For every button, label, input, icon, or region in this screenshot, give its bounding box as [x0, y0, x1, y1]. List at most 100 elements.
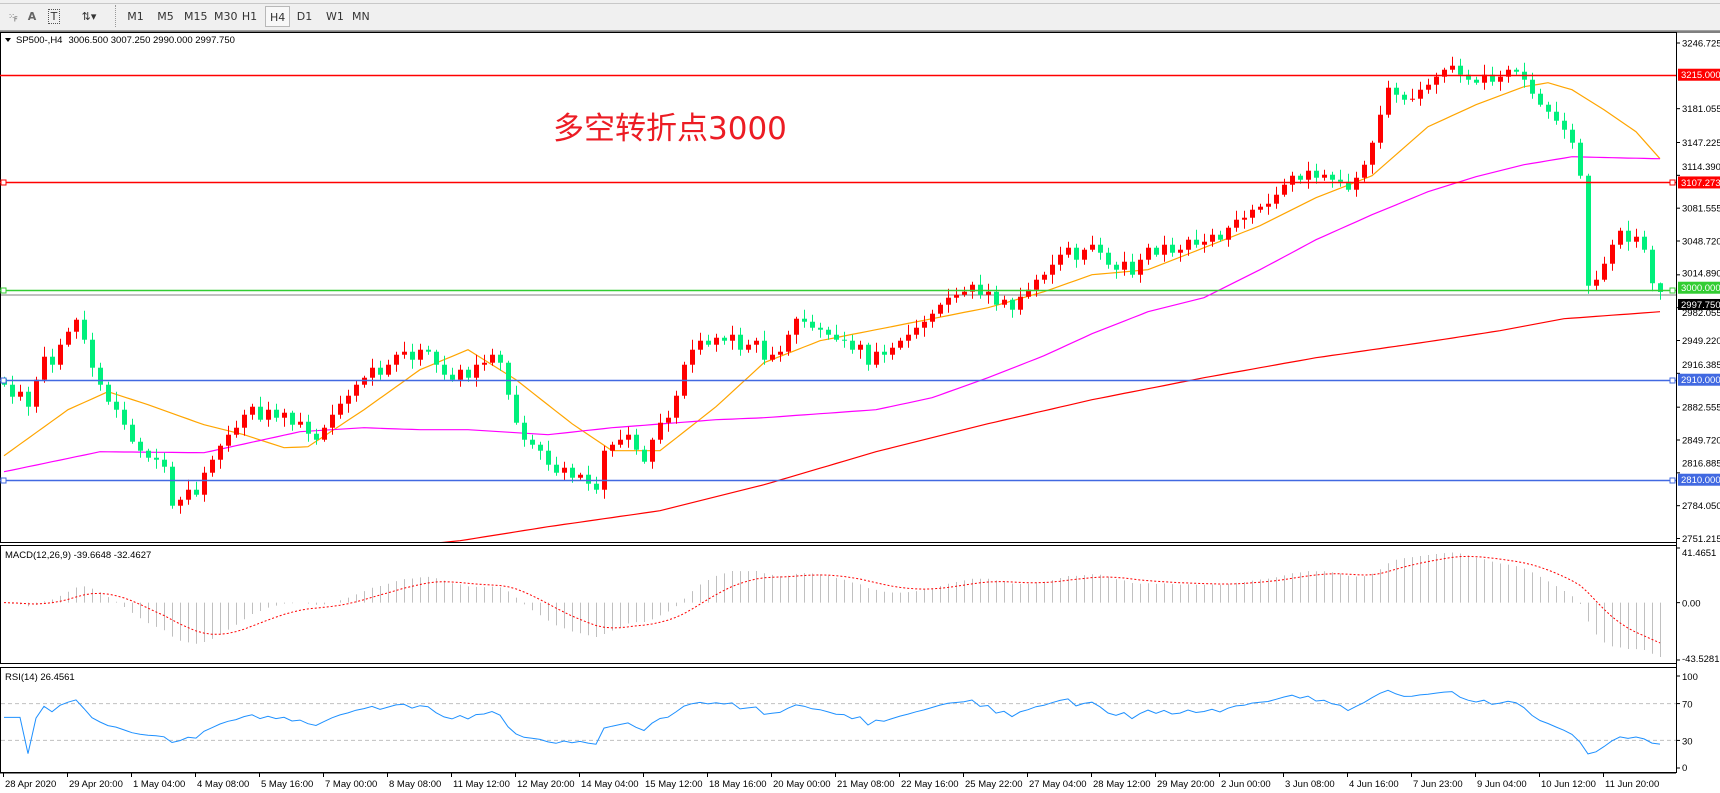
candle-body — [90, 339, 95, 368]
level-right-handle[interactable] — [1669, 377, 1676, 384]
candle — [26, 386, 31, 416]
candle — [1266, 193, 1271, 215]
candle — [594, 476, 599, 494]
candle-body — [658, 422, 663, 440]
candle-body — [730, 334, 735, 341]
time-axis-label: 25 May 22:00 — [965, 779, 1023, 790]
candle — [754, 337, 759, 353]
candle-body — [130, 424, 135, 442]
timeframe-h1[interactable]: H1 — [241, 10, 258, 23]
candle — [74, 317, 79, 339]
arrows-tool-icon[interactable]: ⇅▾ — [81, 10, 97, 23]
candle-body — [434, 351, 439, 365]
candle-body — [1266, 203, 1271, 207]
candle — [530, 434, 535, 449]
grid-tool-icon[interactable]: ⁙F — [8, 12, 18, 24]
candle — [602, 445, 607, 499]
bid-price-label-bg — [1678, 298, 1720, 310]
candle — [850, 334, 855, 354]
level-price-label: 3215.000 — [1681, 70, 1720, 81]
toolbar-top-border — [0, 0, 1720, 4]
candle-body — [826, 329, 831, 335]
candle-body — [282, 412, 287, 418]
time-axis-label: 18 May 16:00 — [709, 779, 767, 790]
candle — [1002, 295, 1007, 308]
candle — [786, 330, 791, 356]
timeframe-d1[interactable]: D1 — [296, 10, 313, 23]
time-axis-label: 29 May 20:00 — [1157, 779, 1215, 790]
level-price-label-bg — [1678, 281, 1720, 294]
symbol-label: SP500-,H4 3006.500 3007.250 2990.000 2997… — [16, 35, 235, 46]
timeframe-m5[interactable]: M5 — [157, 10, 174, 23]
level-left-handle[interactable] — [0, 477, 7, 484]
candle — [554, 456, 559, 476]
candle-body — [610, 444, 615, 451]
time-axis-label: 21 May 08:00 — [837, 779, 895, 790]
price-tick-label: 2982.055 — [1682, 308, 1720, 319]
rsi-axis-label: 0 — [1682, 763, 1687, 774]
timeframe-m1[interactable]: M1 — [127, 10, 144, 23]
candle — [634, 428, 639, 455]
candle-body — [1290, 175, 1295, 185]
candle-body — [1034, 279, 1039, 290]
time-axis-label: 7 Jun 23:00 — [1413, 779, 1463, 790]
candle-body — [1066, 247, 1071, 255]
candle — [378, 360, 383, 380]
candle — [290, 410, 295, 431]
timeframe-m15[interactable]: M15 — [184, 10, 208, 23]
candle — [1314, 163, 1319, 184]
price-tick-label: 3014.890 — [1682, 268, 1720, 279]
candle-body — [1242, 217, 1247, 220]
candle — [826, 326, 831, 340]
level-left-handle[interactable] — [0, 179, 7, 186]
candle-body — [218, 445, 223, 460]
candle-body — [226, 434, 231, 446]
chart-background — [0, 31, 1720, 773]
candle — [1562, 112, 1567, 139]
dropdown-chevron-icon[interactable]: ▾ — [90, 10, 97, 23]
time-axis-label: 28 May 12:00 — [1093, 779, 1151, 790]
candle — [802, 309, 807, 328]
candle — [546, 440, 551, 471]
candle — [90, 332, 95, 377]
candle-body — [378, 367, 383, 375]
candle — [178, 496, 183, 514]
candle — [1210, 228, 1215, 247]
level-right-handle[interactable] — [1669, 179, 1676, 186]
candle — [226, 425, 231, 452]
candle — [586, 465, 591, 491]
candle-body — [866, 344, 871, 365]
timeframe-m30[interactable]: M30 — [214, 10, 238, 23]
candle-body — [1578, 142, 1583, 176]
candle — [186, 479, 191, 505]
candle-body — [738, 334, 743, 350]
level-right-handle[interactable] — [1669, 287, 1676, 294]
timeframe-w1[interactable]: W1 — [326, 10, 344, 23]
candle — [1258, 203, 1263, 213]
candle — [410, 343, 415, 369]
text-tool-icon[interactable]: A — [27, 10, 37, 23]
level-left-handle[interactable] — [0, 377, 7, 384]
text-label-tool-icon[interactable]: T — [46, 6, 62, 27]
candle — [394, 351, 399, 372]
collapse-triangle-icon[interactable] — [5, 38, 11, 42]
level-right-handle[interactable] — [1669, 477, 1676, 484]
candle — [1154, 245, 1159, 257]
candle-body — [50, 356, 55, 365]
candle — [1122, 251, 1127, 276]
candle-body — [1570, 129, 1575, 143]
candle — [1322, 169, 1327, 181]
level-left-handle[interactable] — [0, 287, 7, 294]
candle — [706, 334, 711, 347]
text-label-tool-label: T — [47, 9, 61, 24]
candle — [810, 314, 815, 331]
timeframe-h4[interactable]: H4 — [265, 6, 290, 27]
candle-body — [26, 391, 31, 407]
candle — [346, 389, 351, 413]
candle — [314, 428, 319, 445]
candle-body — [698, 340, 703, 350]
candle — [418, 343, 423, 366]
candle-body — [1194, 239, 1199, 245]
timeframe-mn[interactable]: MN — [352, 10, 370, 23]
